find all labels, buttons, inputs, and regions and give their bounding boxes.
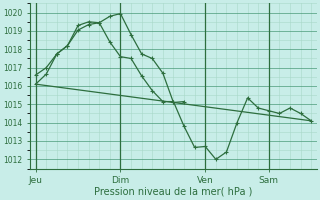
X-axis label: Pression niveau de la mer( hPa ): Pression niveau de la mer( hPa ) bbox=[94, 187, 252, 197]
